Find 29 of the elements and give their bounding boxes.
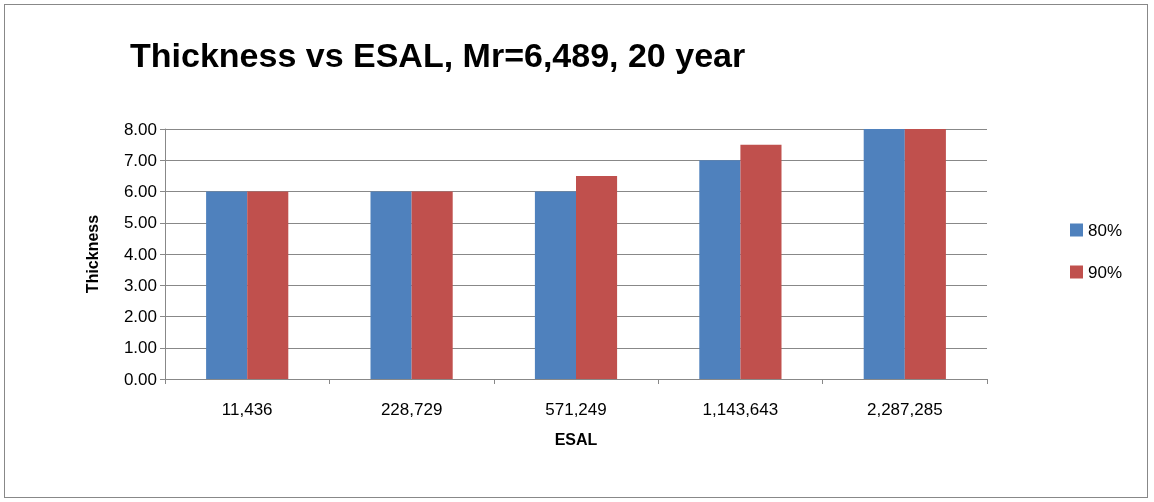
y-tick-label: 0.00 bbox=[123, 369, 157, 389]
x-axis-title: ESAL bbox=[554, 430, 598, 448]
y-tick-label: 6.00 bbox=[123, 182, 157, 201]
bar bbox=[699, 160, 741, 379]
y-tick-label: 5.00 bbox=[123, 213, 157, 233]
legend-label: 80% bbox=[1087, 220, 1123, 240]
bar bbox=[206, 191, 248, 379]
x-tick-label: 11,436 bbox=[221, 400, 273, 419]
y-tick-label: 3.00 bbox=[123, 275, 157, 295]
chart-title: Thickness vs ESAL, Mr=6,489, 20 year bbox=[130, 36, 746, 74]
bar bbox=[904, 129, 946, 379]
x-tick-label: 1,143,643 bbox=[702, 400, 779, 419]
bar bbox=[863, 129, 905, 379]
y-axis-title: Thickness bbox=[83, 214, 101, 294]
y-tick-label: 1.00 bbox=[123, 338, 157, 358]
y-tick-label: 4.00 bbox=[123, 244, 157, 264]
x-tick-label: 571,249 bbox=[545, 400, 607, 419]
legend-label: 90% bbox=[1087, 262, 1123, 282]
bar bbox=[576, 175, 618, 379]
y-tick-label: 2.00 bbox=[123, 307, 157, 326]
bar bbox=[411, 191, 453, 379]
y-tick-label: 7.00 bbox=[123, 150, 157, 170]
x-tick-label: 2,287,285 bbox=[866, 400, 943, 419]
bar bbox=[247, 191, 289, 379]
bar bbox=[370, 191, 412, 379]
x-tick-label: 228,729 bbox=[380, 400, 443, 419]
bar bbox=[740, 144, 782, 379]
y-tick-label: 8.00 bbox=[123, 119, 157, 139]
bar bbox=[534, 191, 576, 379]
